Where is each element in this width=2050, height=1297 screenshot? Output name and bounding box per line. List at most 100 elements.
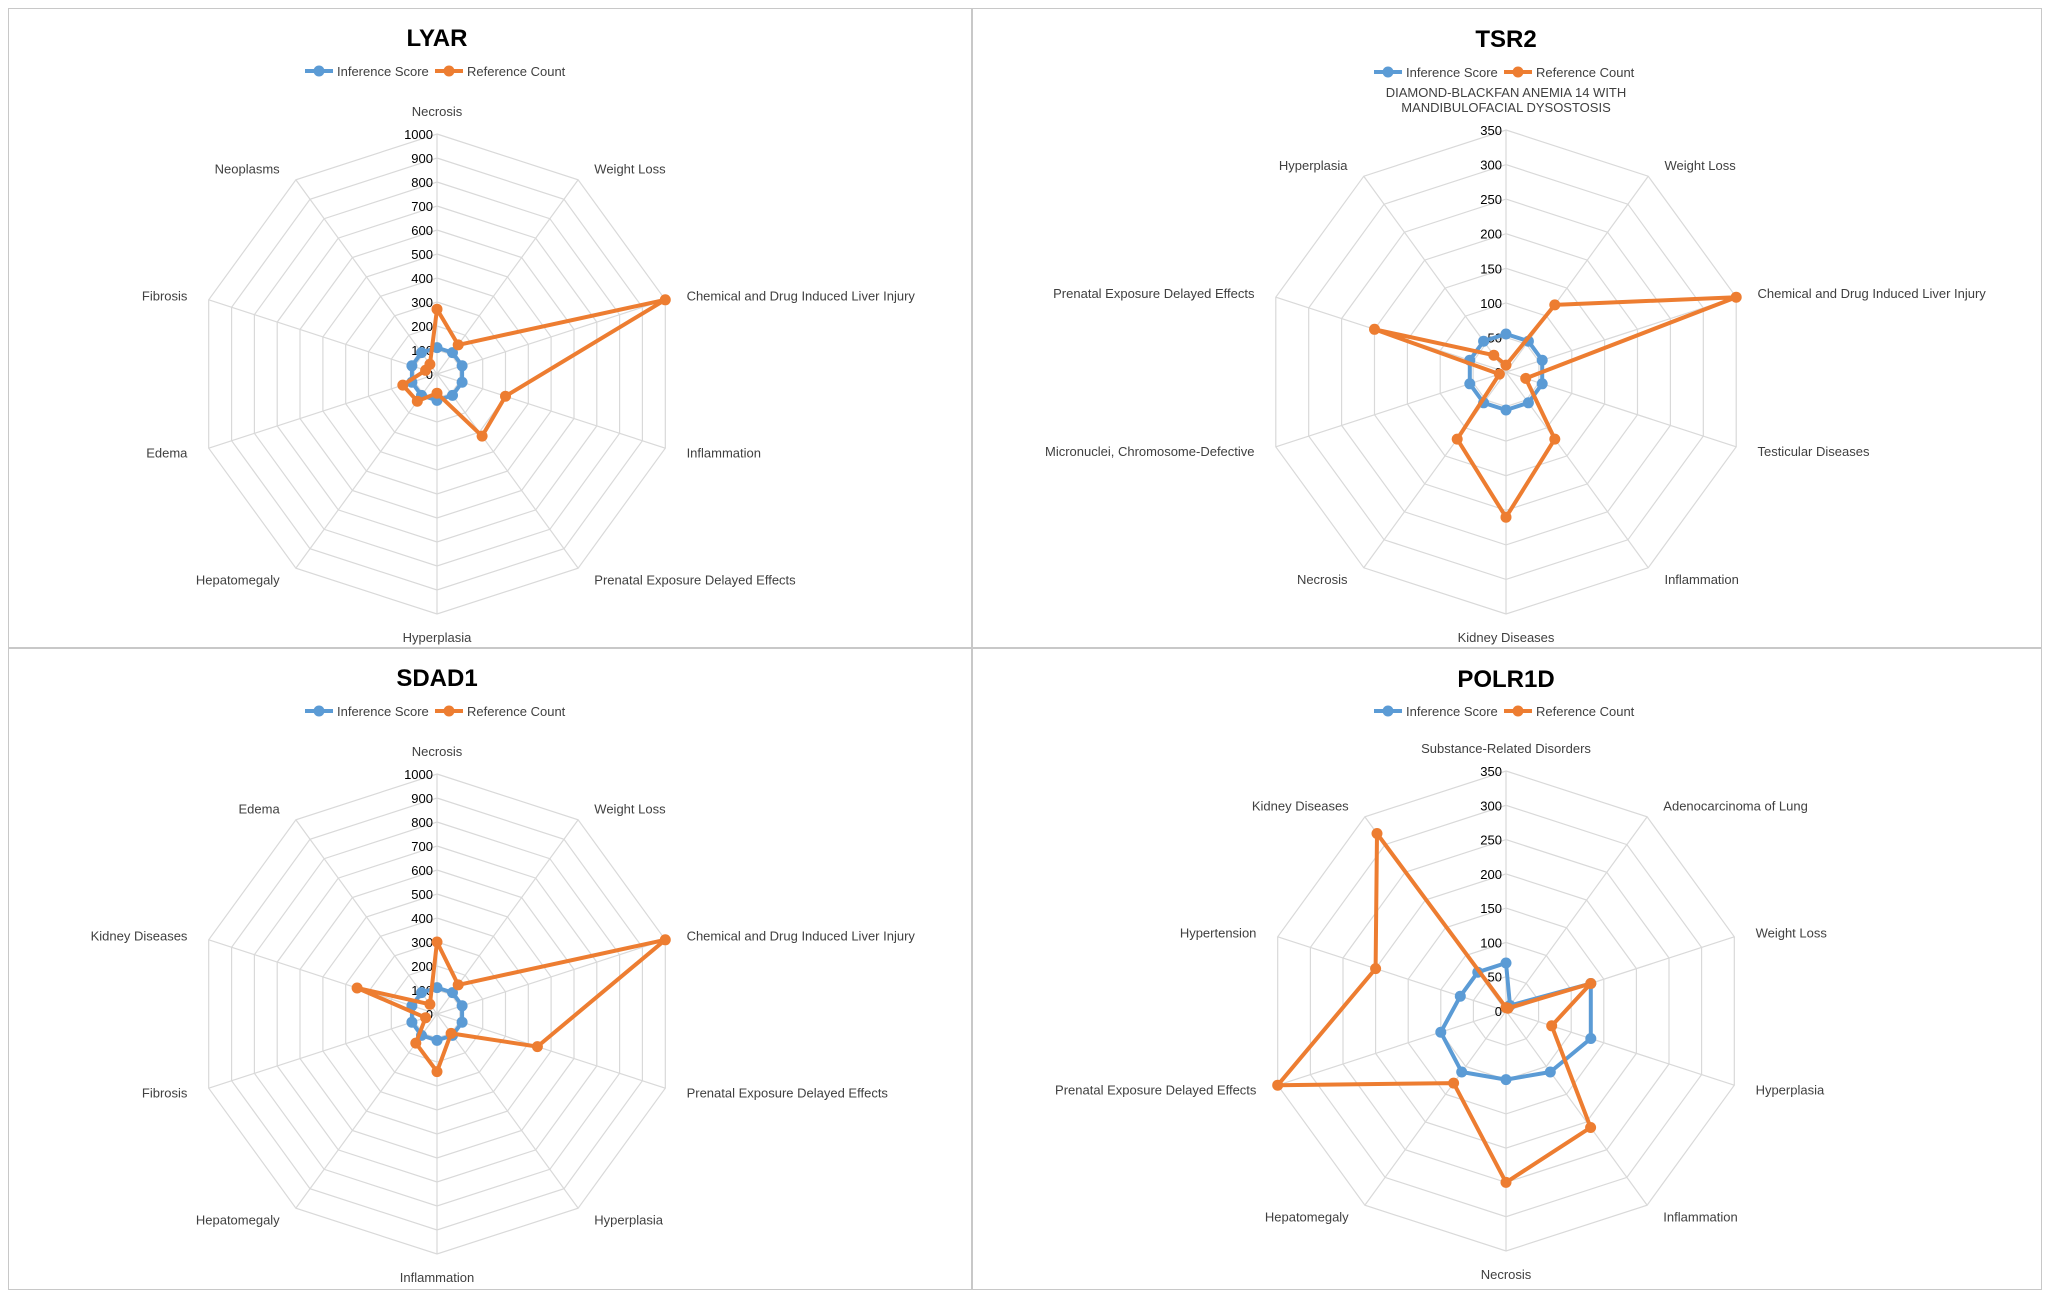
chart-title: LYAR (407, 25, 468, 52)
category-label-weight-loss: Weight Loss (594, 802, 666, 817)
category-label-inflammation: Inflammation (1663, 1209, 1737, 1224)
legend-marker (443, 65, 455, 77)
tick-label: 800 (411, 815, 433, 830)
category-label-necrosis: Necrosis (1481, 1267, 1532, 1282)
tick-label: 800 (411, 175, 433, 190)
data-point-weight-loss (447, 347, 458, 359)
data-point-hypertension (1454, 990, 1466, 1002)
series-reference-count (1272, 828, 1597, 1188)
data-point-neoplasms (424, 358, 436, 370)
legend-label: Inference Score (337, 64, 429, 79)
grid-spoke (436, 1013, 666, 1089)
tick-label: 900 (411, 151, 433, 166)
category-label-chemical-and-drug-induced-liver-injury: Chemical and Drug Induced Liver Injury (687, 929, 916, 944)
tick-label: 500 (411, 247, 433, 262)
legend-entry-reference-count: Reference Count (1504, 704, 1635, 719)
data-point-necrosis (431, 982, 443, 994)
data-point-chemical-and-drug-induced-liver-injury (456, 1000, 468, 1012)
category-label-chemical-and-drug-induced-liver-injury: Chemical and Drug Induced Liver Injury (687, 289, 916, 304)
data-point-kidney-diseases (1500, 404, 1512, 416)
category-label-adenocarcinoma-of-lung: Adenocarcinoma of Lung (1663, 799, 1808, 814)
category-label-hepatomegaly: Hepatomegaly (196, 572, 280, 587)
data-point-hepatomegaly (1448, 1077, 1460, 1089)
category-label-prenatal-exposure-delayed-effects: Prenatal Exposure Delayed Effects (594, 572, 796, 587)
tick-label: 150 (1480, 261, 1502, 276)
data-point-micronuclei-chromosome-defective (1464, 378, 1476, 390)
data-point-inflammation (431, 1066, 443, 1078)
data-point-necrosis (1451, 433, 1463, 445)
category-label-hypertension: Hypertension (1180, 926, 1257, 941)
grid-spoke (208, 939, 438, 1015)
category-label-hyperplasia: Hyperplasia (594, 1212, 663, 1227)
category-label-necrosis: Necrosis (412, 744, 463, 759)
tick-label: 100 (1480, 935, 1502, 950)
chart-title: TSR2 (1475, 26, 1536, 53)
legend-entry-reference-count: Reference Count (435, 64, 566, 79)
grid-spoke (436, 939, 666, 1015)
series-reference-count (1369, 291, 1742, 523)
data-point-prenatal-exposure-delayed-effects (1369, 323, 1380, 335)
category-label-chemical-and-drug-induced-liver-injury: Chemical and Drug Induced Liver Injury (1757, 286, 1986, 301)
data-point-fibrosis (406, 360, 418, 372)
data-point-chemical-and-drug-induced-liver-injury (659, 934, 671, 946)
tick-label: 200 (1480, 227, 1502, 242)
tick-label: 300 (1480, 158, 1502, 173)
category-label-prenatal-exposure-delayed-effects: Prenatal Exposure Delayed Effects (1055, 1082, 1257, 1097)
category-label-necrosis: Necrosis (1297, 572, 1348, 587)
radar-grid (1275, 129, 1737, 615)
legend-entry-inference-score: Inference Score (1374, 704, 1498, 719)
data-point-hepatomegaly (1456, 1066, 1468, 1078)
data-point-necrosis (431, 303, 443, 315)
data-point-edema (416, 987, 427, 999)
chart-panel-polr1d: POLR1D Inference Score Reference Count 0 50 1… (972, 648, 2042, 1290)
data-point-hyperplasia (1585, 1033, 1597, 1044)
grid-spoke (1505, 1010, 1648, 1206)
grid-spoke (208, 1013, 438, 1089)
tick-label: 200 (411, 959, 433, 974)
data-point-weight-loss (1549, 299, 1561, 311)
tick-label: 400 (411, 271, 433, 286)
legend-marker (313, 65, 325, 77)
tick-label: 250 (1480, 833, 1502, 848)
tick-label: 700 (411, 199, 433, 214)
radar-chart-polr1d: POLR1D Inference Score Reference Count 0 50 1… (1055, 666, 1827, 1282)
category-label-diamond-blackfan-anemia-14-with-mandibulofacial-dysostosis: DIAMOND-BLACKFAN ANEMIA 14 WITH MANDIBULO… (1386, 85, 1627, 115)
grid-spoke (1277, 1010, 1507, 1086)
tick-label: 400 (411, 911, 433, 926)
data-point-inflammation (500, 390, 511, 402)
category-label-prenatal-exposure-delayed-effects: Prenatal Exposure Delayed Effects (1053, 286, 1255, 301)
legend-label: Inference Score (1406, 704, 1498, 719)
legend-marker (1512, 66, 1524, 78)
data-point-kidney-diseases (1371, 828, 1383, 839)
category-label-neoplasms: Neoplasms (215, 162, 281, 177)
data-point-prenatal-exposure-delayed-effects (531, 1041, 543, 1053)
series-reference-count (397, 294, 671, 442)
data-point-chemical-and-drug-induced-liver-injury (456, 360, 468, 372)
category-label-inflammation: Inflammation (400, 1270, 474, 1285)
data-point-micronuclei-chromosome-defective (1493, 368, 1505, 380)
data-point-fibrosis (406, 1016, 418, 1028)
data-point-hepatomegaly (410, 1037, 422, 1049)
tick-label: 0 (1495, 1004, 1502, 1019)
tick-label: 300 (411, 935, 433, 950)
tick-label: 100 (1480, 296, 1502, 311)
grid-spoke (1277, 936, 1507, 1012)
legend-label: Reference Count (467, 704, 566, 719)
series-reference-count (351, 934, 671, 1078)
tick-label: 150 (1480, 901, 1502, 916)
data-point-kidney-diseases (1500, 511, 1512, 523)
data-point-prenatal-exposure-delayed-effects (476, 430, 488, 442)
grid-spoke (295, 819, 438, 1015)
grid-spoke (1364, 1010, 1507, 1206)
data-point-neoplasms (416, 347, 427, 359)
tick-label: 300 (411, 295, 433, 310)
data-point-prenatal-exposure-delayed-effects (1272, 1079, 1284, 1091)
grid-spoke (295, 179, 438, 375)
chart-title: POLR1D (1457, 666, 1554, 693)
grid-spoke (436, 373, 579, 569)
data-point-chemical-and-drug-induced-liver-injury (1536, 354, 1548, 366)
data-point-adenocarcinoma-of-lung (1502, 1002, 1514, 1014)
